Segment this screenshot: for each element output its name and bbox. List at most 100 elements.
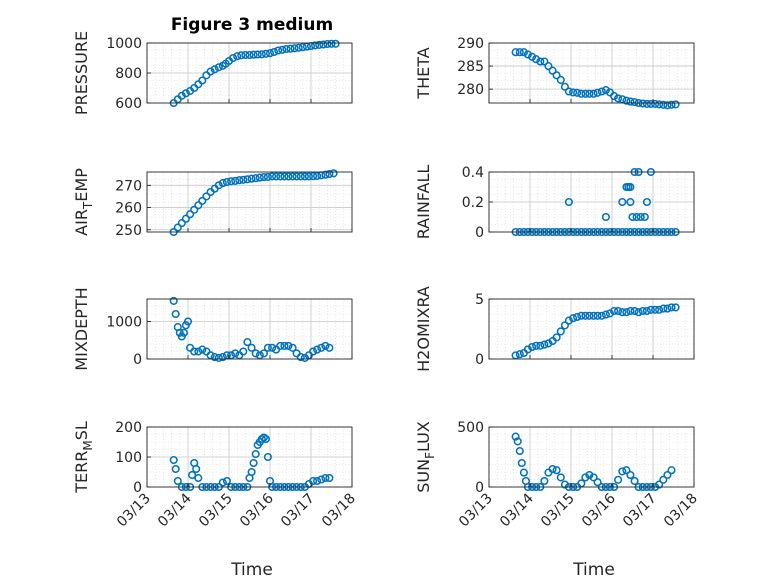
subplot-air_temp: 250 260 270 AIRTEMP bbox=[72, 168, 353, 239]
data-point bbox=[218, 179, 227, 188]
data-point bbox=[218, 353, 227, 362]
data-point bbox=[585, 311, 594, 320]
data-point bbox=[663, 304, 672, 313]
data-point bbox=[198, 76, 207, 85]
data-point bbox=[632, 212, 641, 222]
axes-box bbox=[488, 42, 695, 104]
data-point bbox=[276, 172, 285, 181]
data-point bbox=[296, 172, 305, 181]
data-point bbox=[315, 40, 324, 49]
data-point bbox=[280, 172, 289, 181]
y-tick-label: 0 bbox=[475, 480, 484, 496]
y-tick-label: 270 bbox=[115, 178, 142, 194]
y-axis-label: TERRMSL bbox=[72, 421, 95, 494]
data-markers bbox=[511, 303, 680, 360]
data-point bbox=[614, 94, 623, 103]
data-point bbox=[515, 446, 524, 456]
data-point bbox=[188, 470, 197, 480]
data-point bbox=[325, 169, 334, 179]
data-point bbox=[513, 437, 522, 446]
data-point bbox=[263, 452, 272, 462]
y-axis-label: RAINFALL bbox=[414, 165, 433, 240]
data-point bbox=[659, 475, 668, 484]
data-point bbox=[268, 172, 277, 181]
data-point bbox=[317, 475, 326, 484]
data-point bbox=[214, 63, 223, 72]
x-tick-label: 03/13 bbox=[114, 491, 154, 531]
y-tick-label: 0 bbox=[475, 225, 484, 241]
data-point bbox=[536, 341, 545, 350]
data-point bbox=[642, 99, 651, 108]
data-point bbox=[581, 473, 590, 482]
data-point bbox=[552, 466, 561, 475]
data-point bbox=[210, 65, 219, 74]
data-point bbox=[630, 98, 639, 107]
x-axis-label-left: Time bbox=[230, 560, 273, 580]
data-point bbox=[192, 464, 201, 474]
data-point bbox=[517, 458, 526, 468]
x-tick-label: 03/13 bbox=[456, 491, 496, 531]
data-point bbox=[597, 311, 606, 320]
data-point bbox=[552, 71, 561, 80]
data-point bbox=[194, 473, 203, 483]
data-point bbox=[251, 449, 260, 459]
data-point bbox=[313, 476, 322, 486]
data-point bbox=[329, 169, 338, 178]
data-point bbox=[630, 306, 639, 316]
data-point bbox=[245, 50, 254, 60]
x-tick-label: 03/14 bbox=[497, 490, 537, 530]
y-tick-label: 1000 bbox=[106, 36, 142, 52]
data-point bbox=[581, 311, 590, 320]
data-point bbox=[235, 176, 244, 185]
data-point bbox=[280, 341, 289, 350]
data-point bbox=[618, 308, 627, 317]
data-point bbox=[261, 49, 270, 58]
data-point bbox=[536, 57, 545, 66]
data-point bbox=[610, 306, 619, 316]
x-tick-label: 03/14 bbox=[155, 490, 195, 530]
data-point bbox=[593, 311, 602, 320]
data-point bbox=[659, 100, 668, 109]
data-point bbox=[630, 476, 639, 486]
x-tick-label: 03/18 bbox=[319, 491, 359, 531]
data-point bbox=[540, 57, 549, 66]
data-point bbox=[259, 433, 268, 442]
data-point bbox=[663, 470, 672, 480]
data-point bbox=[247, 343, 256, 352]
data-point bbox=[247, 174, 256, 183]
data-point bbox=[214, 353, 223, 362]
data-point bbox=[241, 50, 250, 60]
axes-box bbox=[146, 298, 353, 360]
data-point bbox=[618, 197, 627, 207]
data-point bbox=[651, 305, 660, 314]
data-point bbox=[206, 67, 215, 76]
data-point bbox=[251, 349, 260, 358]
data-markers bbox=[169, 39, 340, 108]
data-point bbox=[181, 89, 190, 98]
x-tick-label: 03/15 bbox=[538, 491, 578, 531]
x-tick-label: 03/16 bbox=[579, 490, 619, 530]
data-point bbox=[249, 50, 258, 59]
y-tick-label: 290 bbox=[457, 36, 484, 52]
data-point bbox=[313, 345, 322, 354]
y-tick-label: 0 bbox=[133, 480, 142, 496]
data-point bbox=[270, 47, 279, 57]
data-point bbox=[222, 476, 231, 486]
data-point bbox=[274, 46, 283, 55]
y-tick-label: 5 bbox=[475, 292, 484, 308]
data-point bbox=[564, 316, 573, 325]
data-point bbox=[589, 311, 598, 320]
data-point bbox=[544, 62, 553, 71]
data-point bbox=[292, 172, 301, 181]
data-point bbox=[321, 341, 330, 350]
data-point bbox=[601, 310, 610, 319]
data-point bbox=[614, 475, 623, 484]
data-point bbox=[622, 96, 631, 105]
data-point bbox=[540, 476, 549, 486]
x-tick-label: 03/18 bbox=[661, 491, 701, 531]
data-point bbox=[179, 328, 188, 337]
data-point bbox=[622, 308, 631, 317]
data-point bbox=[671, 303, 680, 312]
subplot-theta: 280 285 290 THETA bbox=[414, 36, 695, 110]
